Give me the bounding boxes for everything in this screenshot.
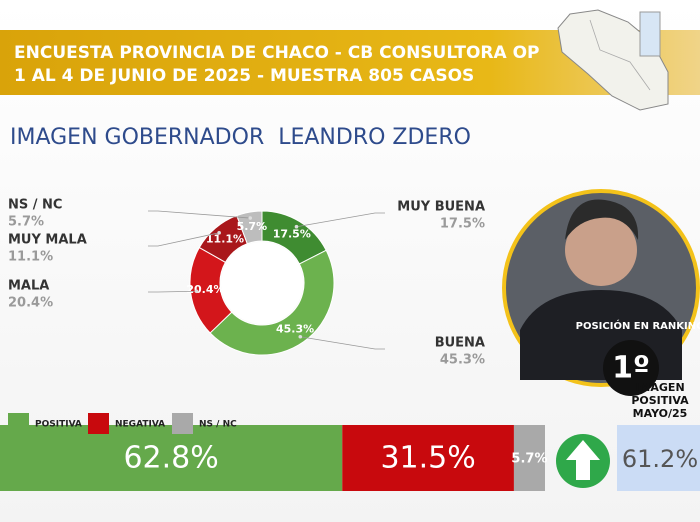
slice-label: 17.5% [273,227,311,240]
ranking-label: POSICIÓN EN RANKING [576,319,700,332]
bar-label: 62.8% [123,441,218,476]
donut-slice [209,249,335,356]
ranking-badge [603,340,659,396]
slice-label: 11.1% [206,233,244,246]
stacked-bar [342,425,514,491]
leader-line [296,212,385,228]
leader-dot [248,216,253,220]
category-value: 5.7% [8,215,44,230]
previous-label: MAYO/25 [633,407,688,420]
leader-line [148,232,220,247]
leader-line [148,290,197,293]
previous-label: POSITIVA [631,394,689,407]
ranking-value: 1º [612,351,650,386]
category-value: 20.4% [8,296,53,311]
legend-label: POSITIVA [35,420,82,430]
leader-dot [294,224,299,229]
previous-label: IMAGEN [635,381,684,394]
stacked-bar [0,425,343,491]
leader-dot [217,231,221,235]
donut-hole [221,242,303,324]
legend-swatch [8,413,29,434]
category-value: 17.5% [440,217,485,232]
slice-label: 5.7% [237,220,268,233]
legend-swatch [88,413,109,434]
chart-title: IMAGEN GOBERNADOR LEANDRO ZDERO [10,125,471,150]
face [565,214,637,286]
slice-label: 45.3% [276,322,314,335]
photo [502,189,700,387]
slice-label: 20.4% [186,283,224,296]
category-label: BUENA [435,336,485,351]
map-inset [639,11,661,57]
map-borders [589,19,651,91]
leader-line [300,336,385,350]
previous-box [617,425,700,491]
category-value: 45.3% [440,353,485,368]
header-line: 1 AL 4 DE JUNIO DE 2025 - MUESTRA 805 CA… [14,66,474,86]
legend-label: NS / NC [199,420,237,430]
leader-dot [194,289,199,294]
bar-label: 5.7% [511,452,547,467]
donut-slice [236,210,263,245]
category-label: MUY BUENA [397,200,485,215]
category-label: MALA [8,279,49,294]
header-line: ENCUESTA PROVINCIA DE CHACO - CB CONSULT… [14,43,539,63]
leader-dot [298,334,303,339]
hair [565,199,639,240]
legend-swatch [172,413,193,434]
stacked-bar [513,425,545,491]
legend-label: NEGATIVA [115,420,165,430]
bar-label: 31.5% [380,441,475,476]
leader-line [148,210,251,219]
category-value: 11.1% [8,250,53,265]
category-label: MUY MALA [8,233,87,248]
previous-value: 61.2% [622,445,698,473]
up-arrow [566,440,600,480]
category-label: NS / NC [8,198,62,213]
